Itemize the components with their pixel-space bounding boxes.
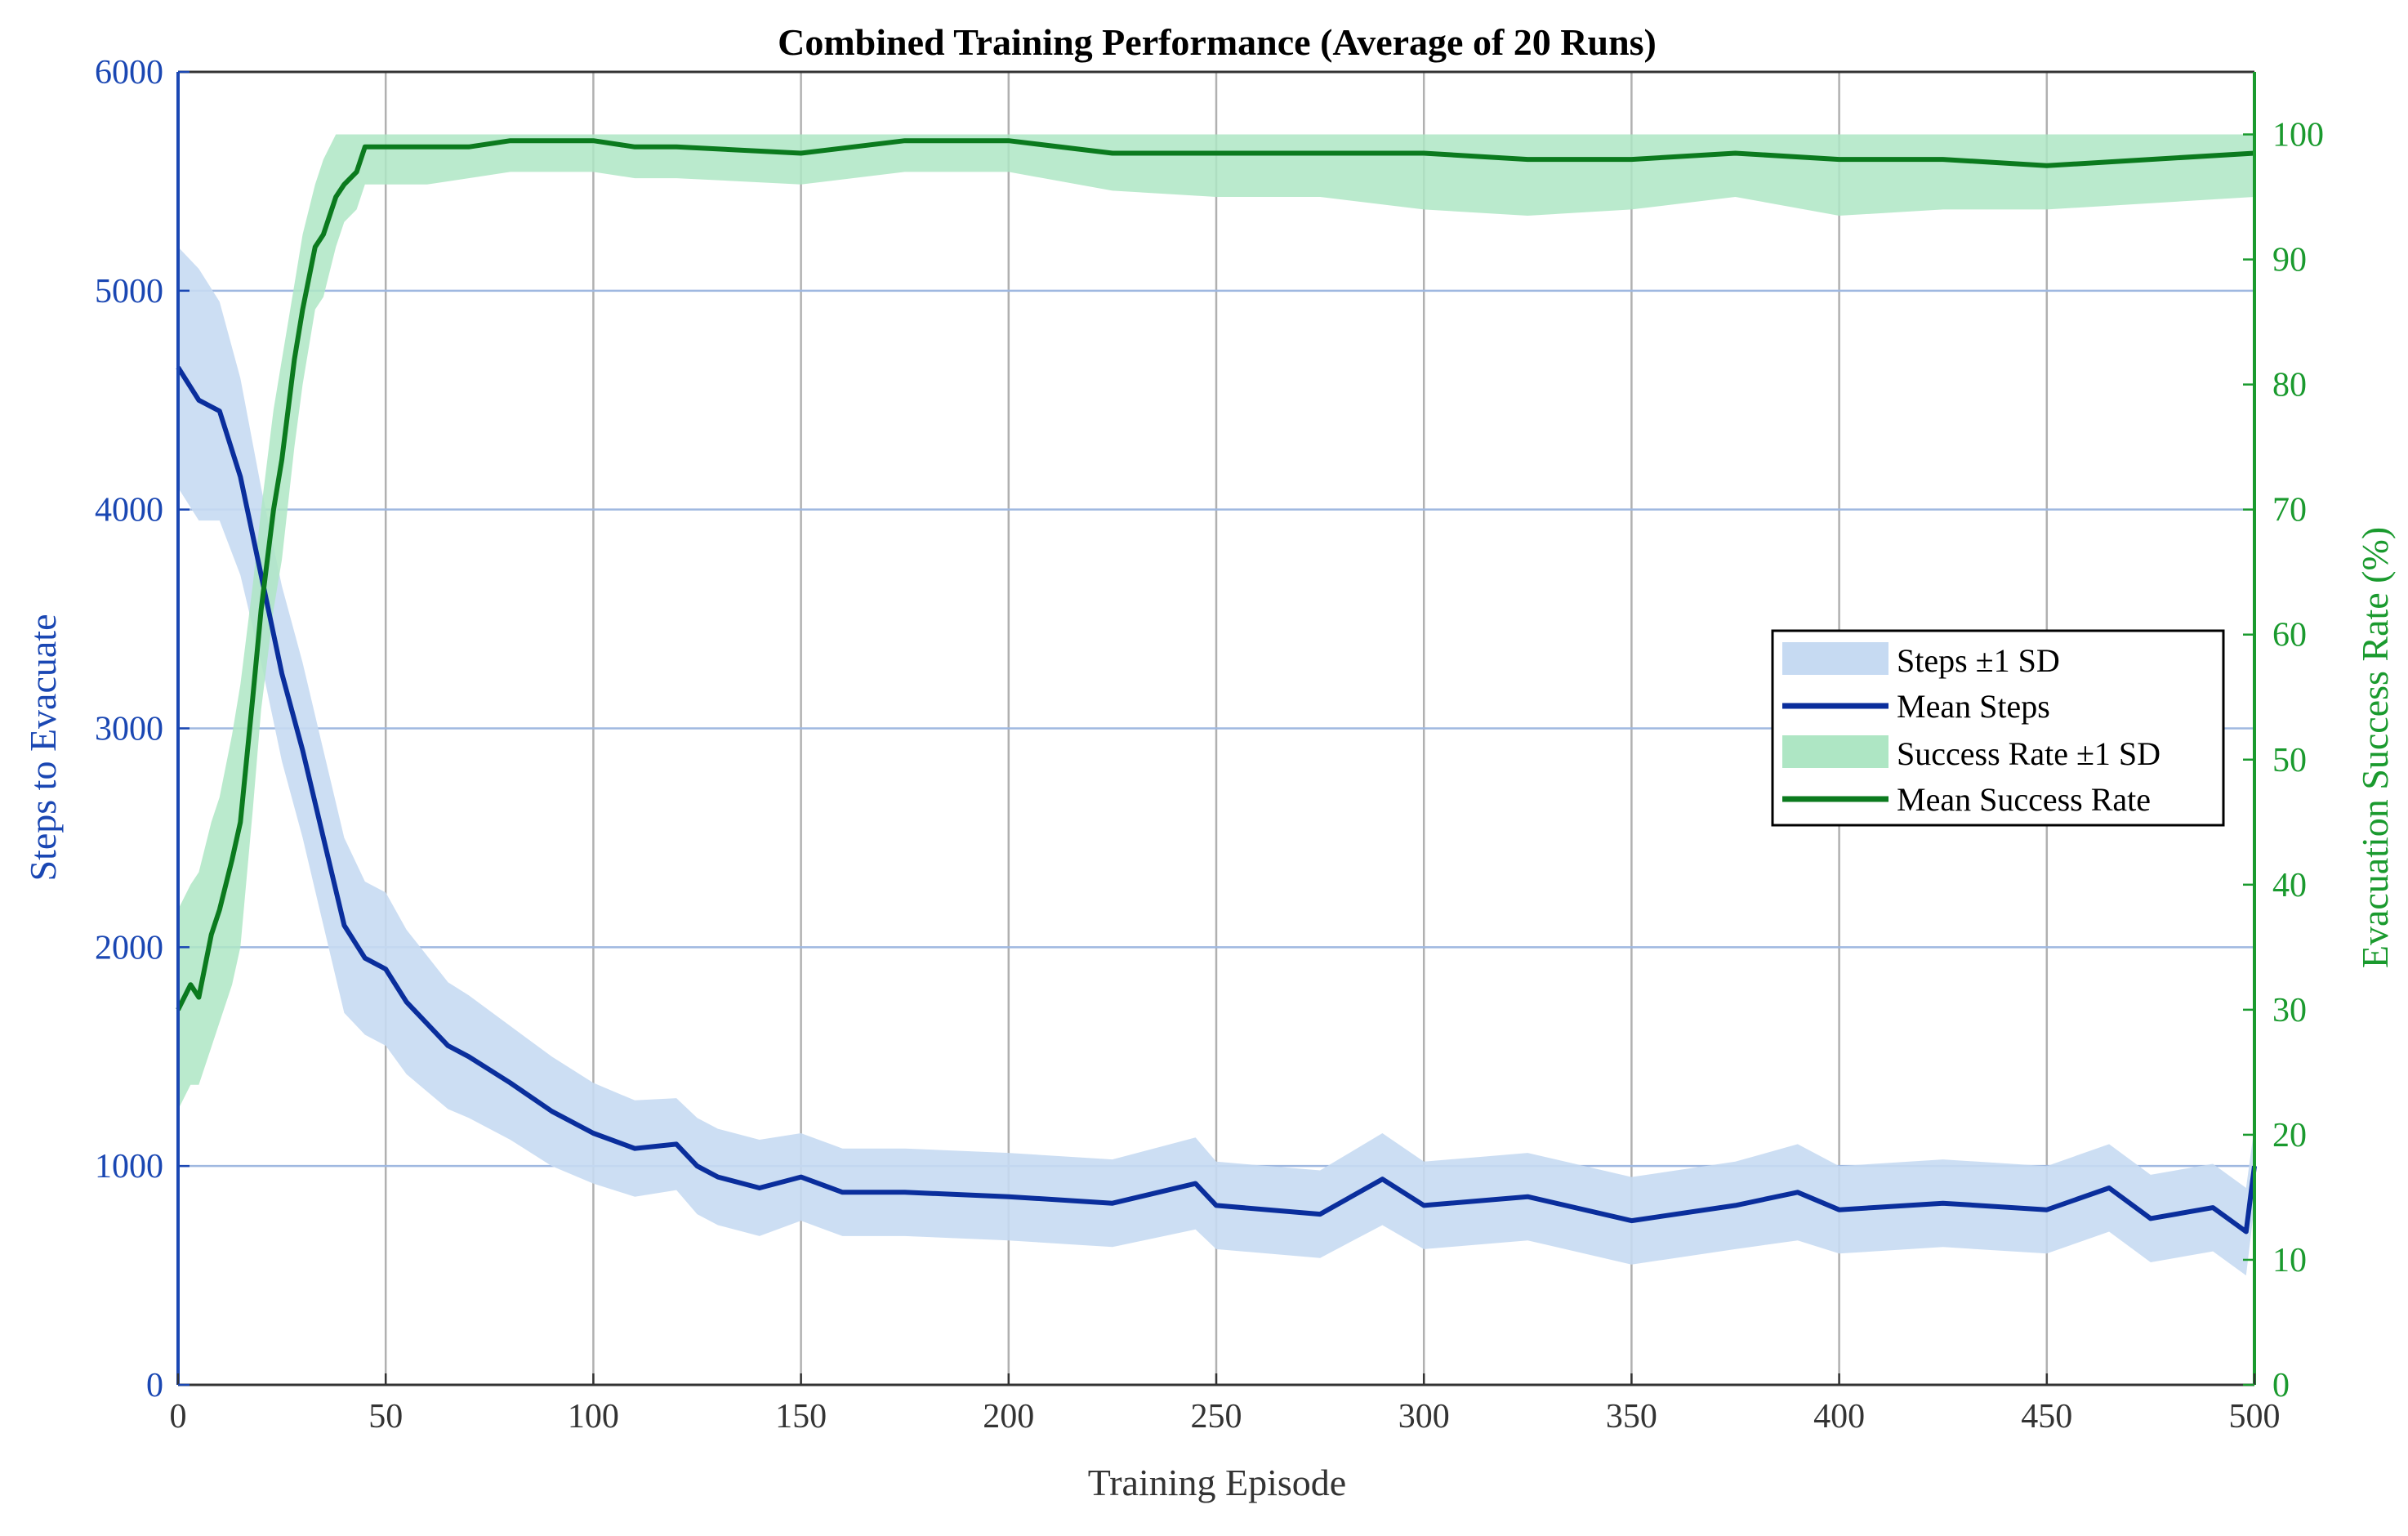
chart-title: Combined Training Performance (Average o… [778, 21, 1657, 63]
x-axis-label: Training Episode [1088, 1462, 1346, 1503]
y-left-tick-label: 4000 [95, 492, 163, 529]
x-tick-label: 400 [1813, 1398, 1865, 1436]
x-tick-label: 300 [1398, 1398, 1450, 1436]
x-tick-label: 50 [368, 1398, 403, 1436]
x-tick-label: 250 [1191, 1398, 1242, 1436]
steps-sd-band [178, 247, 2254, 1276]
y-right-tick-label: 30 [2272, 992, 2307, 1029]
x-tick-label: 200 [983, 1398, 1034, 1436]
y-left-tick-label: 6000 [95, 54, 163, 92]
y-right-tick-label: 50 [2272, 742, 2307, 779]
y-left-tick-label: 2000 [95, 929, 163, 967]
x-tick-label: 0 [170, 1398, 187, 1436]
line-layer [176, 138, 2257, 1235]
y-axis-right-label: Evacuation Success Rate (%) [2354, 527, 2396, 968]
y-right-tick-label: 40 [2272, 867, 2307, 904]
legend-swatch-steps-band [1782, 642, 1888, 675]
mean-steps-line [176, 365, 2257, 1235]
x-tick-label: 150 [775, 1398, 827, 1436]
y-right-tick-label: 70 [2272, 492, 2307, 529]
y-left-tick-label: 3000 [95, 711, 163, 748]
x-tick-label: 100 [568, 1398, 619, 1436]
legend-label-mean-success: Mean Success Rate [1897, 781, 2151, 818]
band-layer [178, 134, 2254, 1276]
y-left-tick-label: 5000 [95, 273, 163, 310]
y-right-tick-label: 20 [2272, 1117, 2307, 1154]
legend-label-steps-band: Steps ±1 SD [1897, 642, 2060, 679]
mean-success-line [176, 138, 2255, 1011]
y-right-tick-label: 90 [2272, 242, 2307, 279]
legend-label-success-band: Success Rate ±1 SD [1897, 735, 2161, 772]
y-left-tick-label: 0 [146, 1367, 163, 1404]
y-left-tick-label: 1000 [95, 1148, 163, 1185]
x-tick-label: 450 [2021, 1398, 2072, 1436]
axis-layer: 0 50 100 150 200 250 300 350 400 450 5000100020003… [95, 54, 2324, 1436]
legend-swatch-success-band [1782, 735, 1888, 768]
legend: Steps ±1 SD Mean Steps Success Rate ±1 S… [1771, 629, 2225, 827]
legend-label-mean-steps: Mean Steps [1897, 688, 2050, 725]
y-right-tick-label: 80 [2272, 367, 2307, 404]
x-tick-label: 500 [2229, 1398, 2281, 1436]
y-right-tick-label: 60 [2272, 617, 2307, 654]
y-right-tick-label: 10 [2272, 1242, 2307, 1279]
x-tick-label: 350 [1606, 1398, 1657, 1436]
y-right-tick-label: 100 [2272, 117, 2324, 154]
y-right-tick-label: 0 [2272, 1367, 2290, 1404]
y-axis-left-label: Steps to Evacuate [22, 614, 64, 881]
